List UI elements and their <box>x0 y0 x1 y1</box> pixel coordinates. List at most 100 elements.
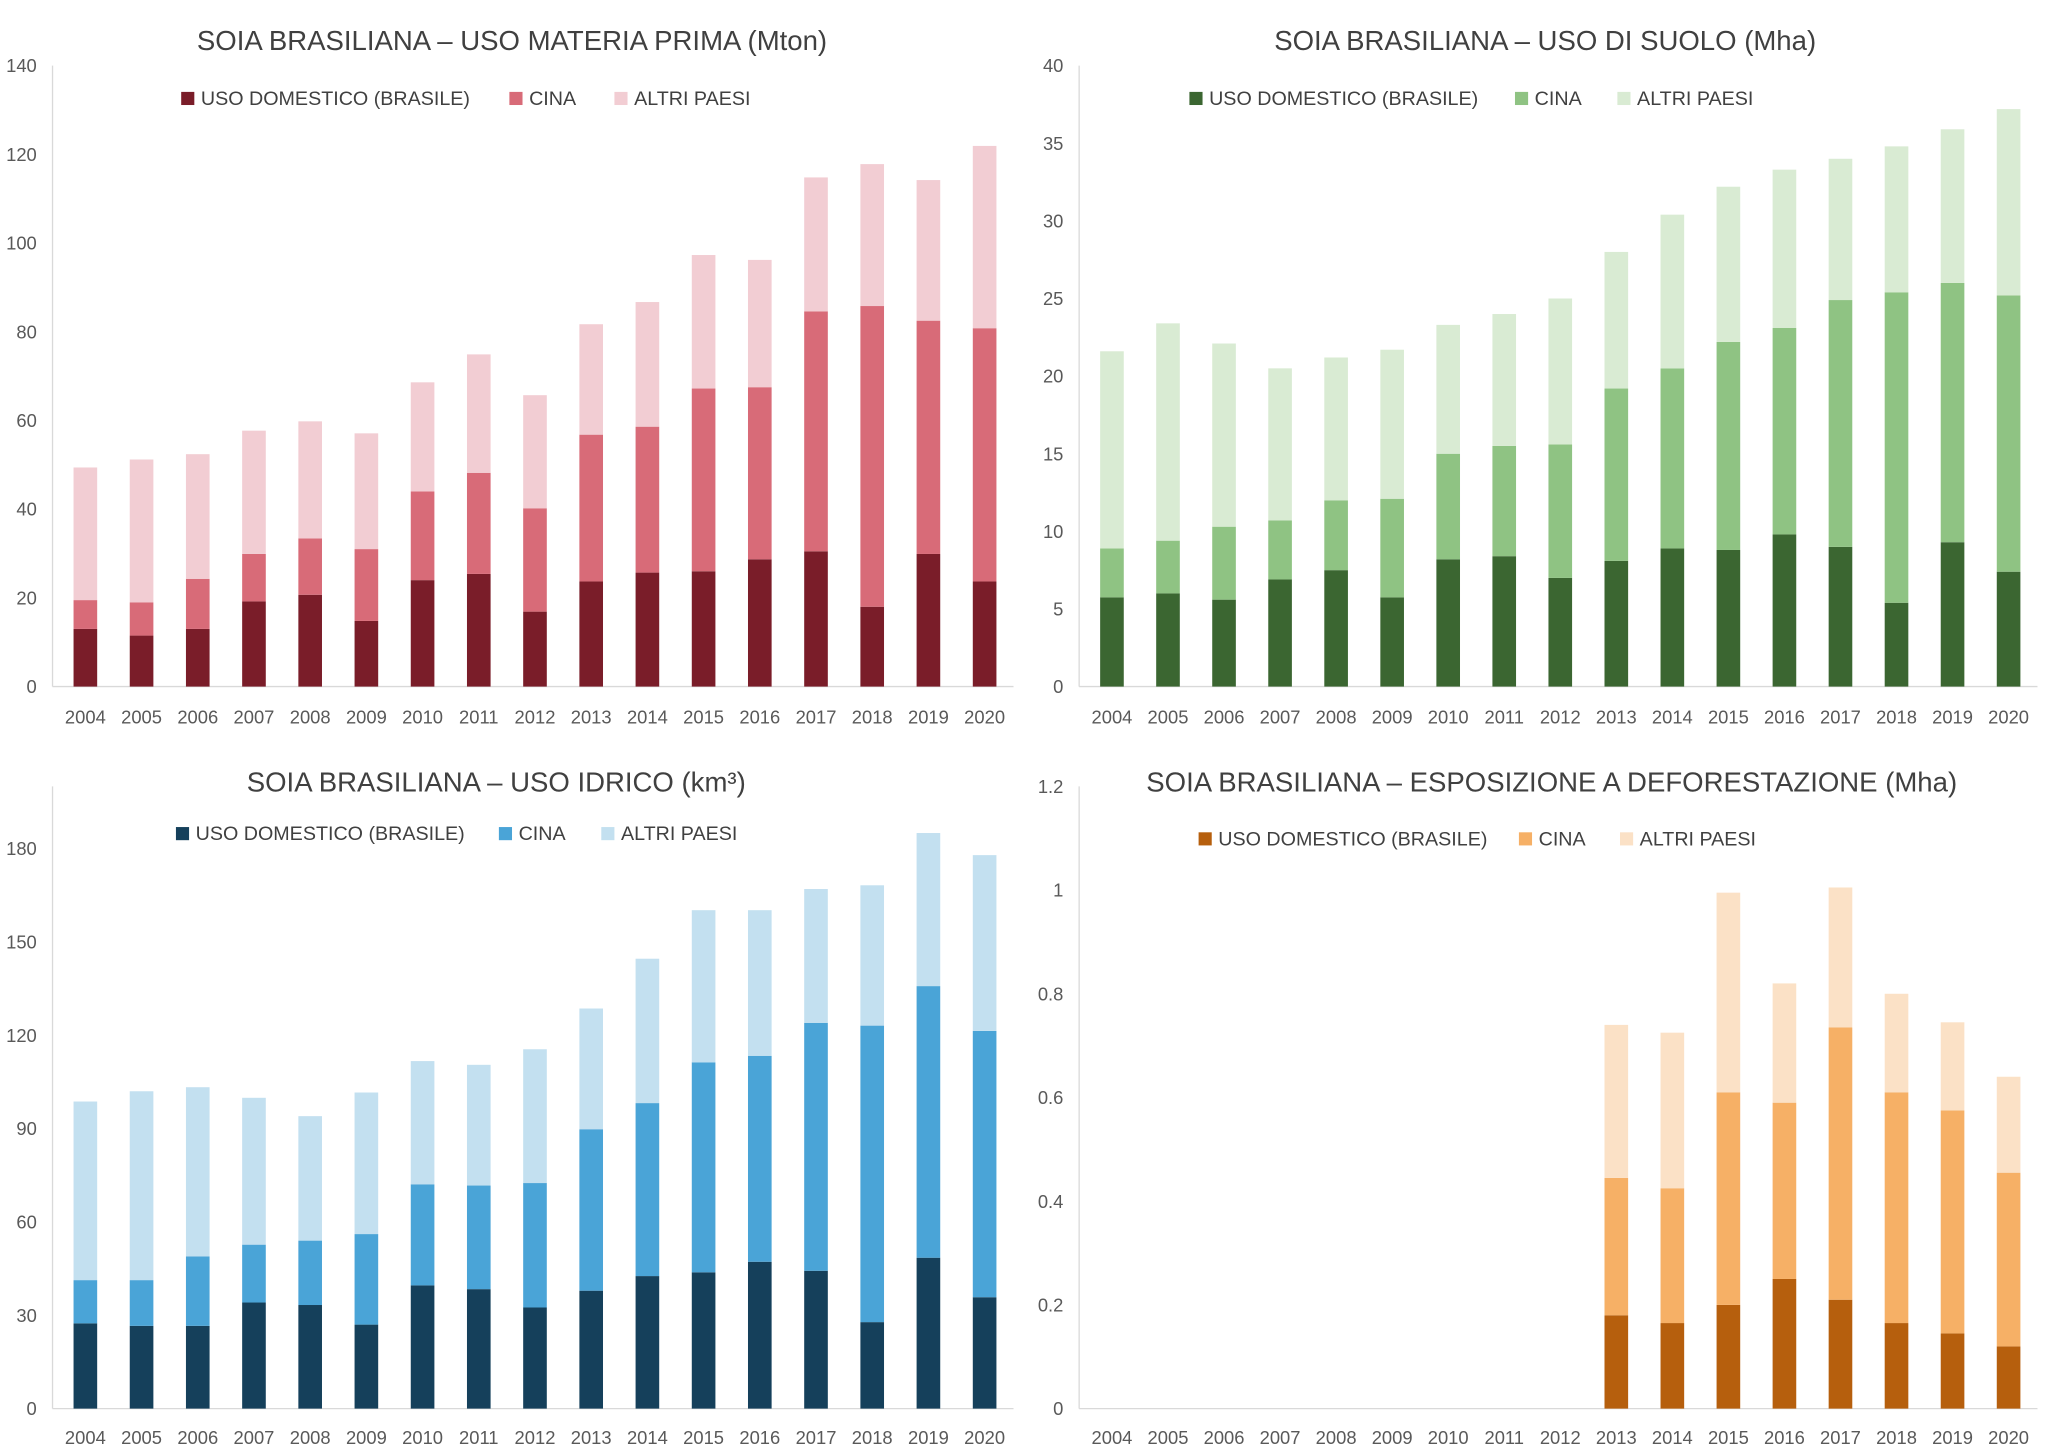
bar-segment <box>1324 500 1348 571</box>
chart-title: SOIA BRASILIANA – USO MATERIA PRIMA (Mto… <box>197 25 827 56</box>
bar-segment <box>466 573 491 687</box>
bar-segment <box>466 1064 491 1186</box>
bar-segment <box>1100 597 1124 687</box>
bar-segment <box>1940 1333 1965 1409</box>
y-tick-label: 180 <box>6 838 37 859</box>
x-tick-label: 2019 <box>1932 706 1973 727</box>
bar-segment <box>1772 169 1797 328</box>
legend-label: ALTRI PAESI <box>1637 88 1753 110</box>
x-tick-label: 2007 <box>1260 706 1301 727</box>
bar-segment <box>129 1325 154 1409</box>
bar-segment <box>1940 542 1965 687</box>
bar-segment <box>298 1240 322 1306</box>
x-tick-label: 2017 <box>796 706 837 727</box>
legend-swatch <box>509 91 523 106</box>
x-tick-label: 2011 <box>1484 706 1523 727</box>
y-tick-label: 30 <box>16 1305 36 1326</box>
x-tick-label: 2005 <box>1148 1427 1189 1448</box>
bar-segment <box>1604 560 1629 687</box>
x-tick-label: 2013 <box>571 706 612 727</box>
chart-panel-2: SOIA BRASILIANA – USO DI SUOLO (Mha) 0 5 10… <box>1043 25 2038 727</box>
y-tick-label: 120 <box>6 1025 37 1046</box>
x-tick-label: 2013 <box>571 1427 612 1448</box>
legend-label: CINA <box>529 88 577 110</box>
bar-segment <box>242 430 266 554</box>
x-tick-label: 2019 <box>908 706 949 727</box>
bar-segment <box>1772 327 1797 535</box>
bar-segment <box>185 1325 210 1409</box>
bar-segment <box>1660 1032 1685 1189</box>
bar-segment <box>523 1307 547 1409</box>
legend-swatch <box>601 827 615 841</box>
bar-segment <box>691 255 716 389</box>
bar-segment <box>73 1101 98 1281</box>
bar-segment <box>73 628 98 687</box>
bar-segment <box>1884 292 1909 603</box>
bar-segment <box>1828 887 1853 1028</box>
bar-segment <box>804 1270 828 1409</box>
bar-segment <box>1996 1076 2021 1173</box>
x-tick-label: 2004 <box>1092 1427 1133 1448</box>
chart-panel-3: SOIA BRASILIANA – USO IDRICO (km³) 0 30 60 9… <box>6 767 1014 1448</box>
bar-segment <box>747 387 772 560</box>
x-tick-label: 2011 <box>1484 1427 1523 1448</box>
bar-segment <box>466 354 491 473</box>
bar-segment <box>1716 1092 1741 1305</box>
bar-segment <box>1156 593 1180 687</box>
bar-segment <box>1548 444 1573 578</box>
bar-segment <box>747 1055 772 1262</box>
bar-segment <box>1772 1102 1797 1279</box>
y-tick-label: 1.2 <box>1038 776 1064 797</box>
chart-panel-4: SOIA BRASILIANA – ESPOSIZIONE A DEFOREST… <box>1038 767 2038 1448</box>
bar-segment <box>129 1280 154 1326</box>
x-tick-label: 2014 <box>627 706 668 727</box>
x-tick-label: 2009 <box>346 1427 387 1448</box>
bar-segment <box>410 580 435 687</box>
y-tick-label: 40 <box>1043 55 1063 76</box>
y-tick-label: 80 <box>16 321 36 342</box>
x-tick-label: 2006 <box>177 706 218 727</box>
y-tick-label: 0.4 <box>1038 1191 1064 1212</box>
bar-segment <box>579 581 604 687</box>
chart-title: SOIA BRASILIANA – USO DI SUOLO (Mha) <box>1274 25 1816 56</box>
bar-segment <box>1996 1172 2021 1347</box>
x-tick-label: 2004 <box>65 1427 106 1448</box>
bar-segment <box>354 620 379 687</box>
x-tick-label: 2016 <box>1764 706 1805 727</box>
x-tick-label: 2015 <box>1708 706 1749 727</box>
x-tick-label: 2018 <box>852 1427 893 1448</box>
y-tick-label: 0 <box>27 1398 37 1419</box>
x-tick-label: 2012 <box>1540 706 1581 727</box>
legend-swatch <box>1617 91 1631 106</box>
y-tick-label: 90 <box>16 1118 36 1139</box>
legend-label: USO DOMESTICO (BRASILE) <box>1218 828 1487 850</box>
x-tick-label: 2012 <box>1540 1427 1581 1448</box>
bar-segment <box>1828 158 1853 301</box>
x-tick-label: 2016 <box>739 706 780 727</box>
y-tick-label: 0.6 <box>1038 1087 1064 1108</box>
bar-segment <box>298 594 322 687</box>
bar-segment <box>73 600 98 629</box>
y-tick-label: 0 <box>1053 676 1063 697</box>
bar-segment <box>354 1092 379 1235</box>
bar-segment <box>410 1285 435 1409</box>
legend-label: ALTRI PAESI <box>634 88 750 110</box>
bar-segment <box>354 1324 379 1409</box>
y-tick-label: 0 <box>1053 1398 1063 1419</box>
bar-segment <box>298 1116 322 1241</box>
bar-segment <box>1268 368 1292 521</box>
y-tick-label: 0 <box>27 676 37 697</box>
bar-segment <box>242 553 266 602</box>
bar-segment <box>1212 343 1236 527</box>
bar-segment <box>1436 559 1461 687</box>
bar-segment <box>1828 300 1853 547</box>
bar-segment <box>523 1183 547 1308</box>
bar-segment <box>1716 1304 1741 1409</box>
bar-segment <box>1436 324 1461 454</box>
bar-segment <box>916 553 941 687</box>
legend-label: ALTRI PAESI <box>1640 828 1756 850</box>
bar-segment <box>1940 1110 1965 1334</box>
bar-segment <box>1828 1027 1853 1300</box>
bar-segment <box>185 578 210 629</box>
